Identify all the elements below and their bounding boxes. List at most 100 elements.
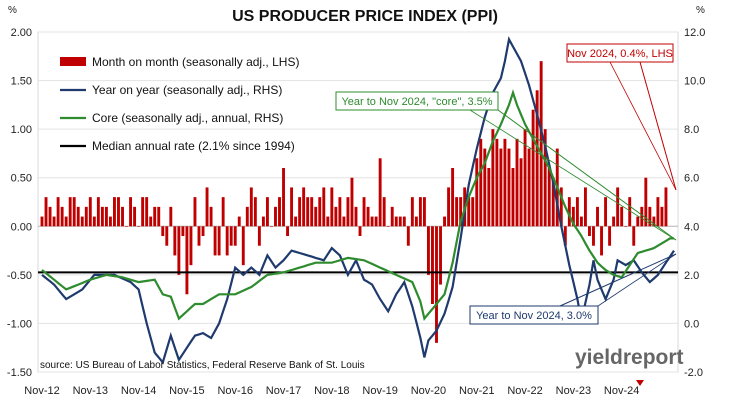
bar-mom [382, 197, 386, 227]
bar-mom [551, 177, 555, 227]
bar-mom [88, 197, 92, 227]
annotation-yoy-pointer [559, 253, 677, 307]
bar-mom [44, 197, 48, 227]
bar-mom [447, 187, 451, 227]
bar-mom [72, 197, 76, 227]
bar-mom [177, 226, 181, 275]
x-tick-label: Nov-19 [362, 385, 397, 397]
bar-mom [141, 197, 145, 227]
bar-mom [290, 187, 294, 227]
bar-mom [354, 206, 358, 227]
left-tick-label: 1.50 [11, 76, 32, 88]
right-tick-label: 4.0 [684, 221, 699, 233]
bar-mom [443, 216, 446, 227]
left-tick-label: 2.00 [11, 27, 32, 39]
left-unit: % [8, 5, 17, 16]
bar-mom [68, 197, 72, 227]
bar-mom [398, 216, 402, 227]
bar-mom [418, 197, 422, 227]
bar-mom [197, 226, 201, 246]
bar-mom [394, 216, 398, 227]
x-tick-label: Nov-23 [556, 385, 591, 397]
legend-label-mom: Month on month (seasonally adj., LHS) [92, 55, 299, 69]
bar-mom [76, 206, 80, 227]
bar-mom [543, 129, 547, 227]
bar-series [40, 61, 668, 343]
x-tick-label: Nov-22 [507, 385, 542, 397]
annotation-mom-box [566, 43, 674, 63]
bar-mom [278, 197, 281, 227]
bar-mom [274, 206, 277, 227]
bar-mom [511, 168, 515, 227]
bar-mom [64, 216, 68, 227]
bar-mom [104, 206, 108, 227]
bar-mom [374, 216, 378, 227]
bar-mom [185, 226, 189, 295]
bar-mom [40, 216, 44, 227]
right-tick-label: 8.0 [684, 124, 699, 136]
core-line [41, 89, 674, 322]
left-tick-label: -1.00 [7, 318, 32, 330]
bar-mom [499, 148, 503, 227]
bar-mom [294, 216, 298, 227]
bar-mom [435, 226, 438, 343]
bar-mom [491, 129, 495, 227]
bar-mom [52, 216, 56, 227]
x-tick-label: Nov-13 [73, 385, 108, 397]
source-note: source: US Bureau of Labor Statistics, F… [40, 360, 365, 371]
bar-mom [531, 109, 535, 227]
bar-mom [330, 187, 334, 227]
right-tick-label: 0.0 [684, 318, 699, 330]
bar-mom [56, 197, 60, 227]
x-tick-label: Nov-17 [266, 385, 301, 397]
annotation-core-box [335, 91, 499, 111]
bar-mom [612, 216, 616, 227]
right-tick-label: 10.0 [684, 76, 705, 88]
chart-title: US PRODUCER PRICE INDEX (PPI) [232, 8, 498, 25]
bar-mom [652, 216, 656, 227]
annotation-mom-pointer-2 [609, 61, 677, 191]
x-tick-label: Nov-14 [121, 385, 156, 397]
right-tick-label: 6.0 [684, 173, 699, 185]
bar-mom [338, 197, 342, 227]
bar-mom [636, 216, 640, 227]
yoy-line [41, 36, 675, 365]
bar-mom [483, 148, 487, 227]
bar-mom [644, 177, 648, 227]
bar-mom [616, 187, 620, 227]
bar-mom [270, 226, 273, 227]
bar-mom [125, 226, 128, 227]
bar-mom [334, 206, 338, 227]
annotation-yoy-pointer-2 [597, 253, 677, 307]
bar-mom [535, 90, 539, 227]
bar-mom [471, 197, 475, 227]
bar-mom [539, 61, 543, 227]
bar-mom [48, 206, 52, 227]
bar-mom [153, 206, 157, 227]
bar-mom [261, 216, 265, 227]
bar-mom [350, 177, 354, 227]
bar-mom [439, 226, 442, 285]
bar-mom [370, 216, 374, 227]
bar-mom [241, 226, 245, 266]
bar-mom [559, 187, 563, 227]
right-tick-label: 12.0 [684, 27, 705, 39]
bar-mom [366, 206, 370, 227]
bar-mom [563, 226, 567, 246]
bar-mom [362, 197, 366, 227]
bar-mom [326, 216, 330, 227]
bar-mom [567, 197, 571, 227]
legend-label-core: Core (seasonally adj., annual, RHS) [92, 111, 283, 125]
bar-mom [640, 206, 644, 227]
bar-mom [108, 216, 112, 227]
bar-mom [205, 187, 209, 227]
legend-label-median: Median annual rate (2.1% since 1994) [92, 139, 295, 153]
bar-mom [583, 187, 587, 227]
bar-mom [515, 138, 519, 227]
bar-mom [133, 206, 137, 227]
bar-mom [346, 197, 350, 227]
bar-mom [571, 206, 575, 227]
bar-mom [604, 197, 608, 227]
bar-mom [467, 197, 471, 227]
